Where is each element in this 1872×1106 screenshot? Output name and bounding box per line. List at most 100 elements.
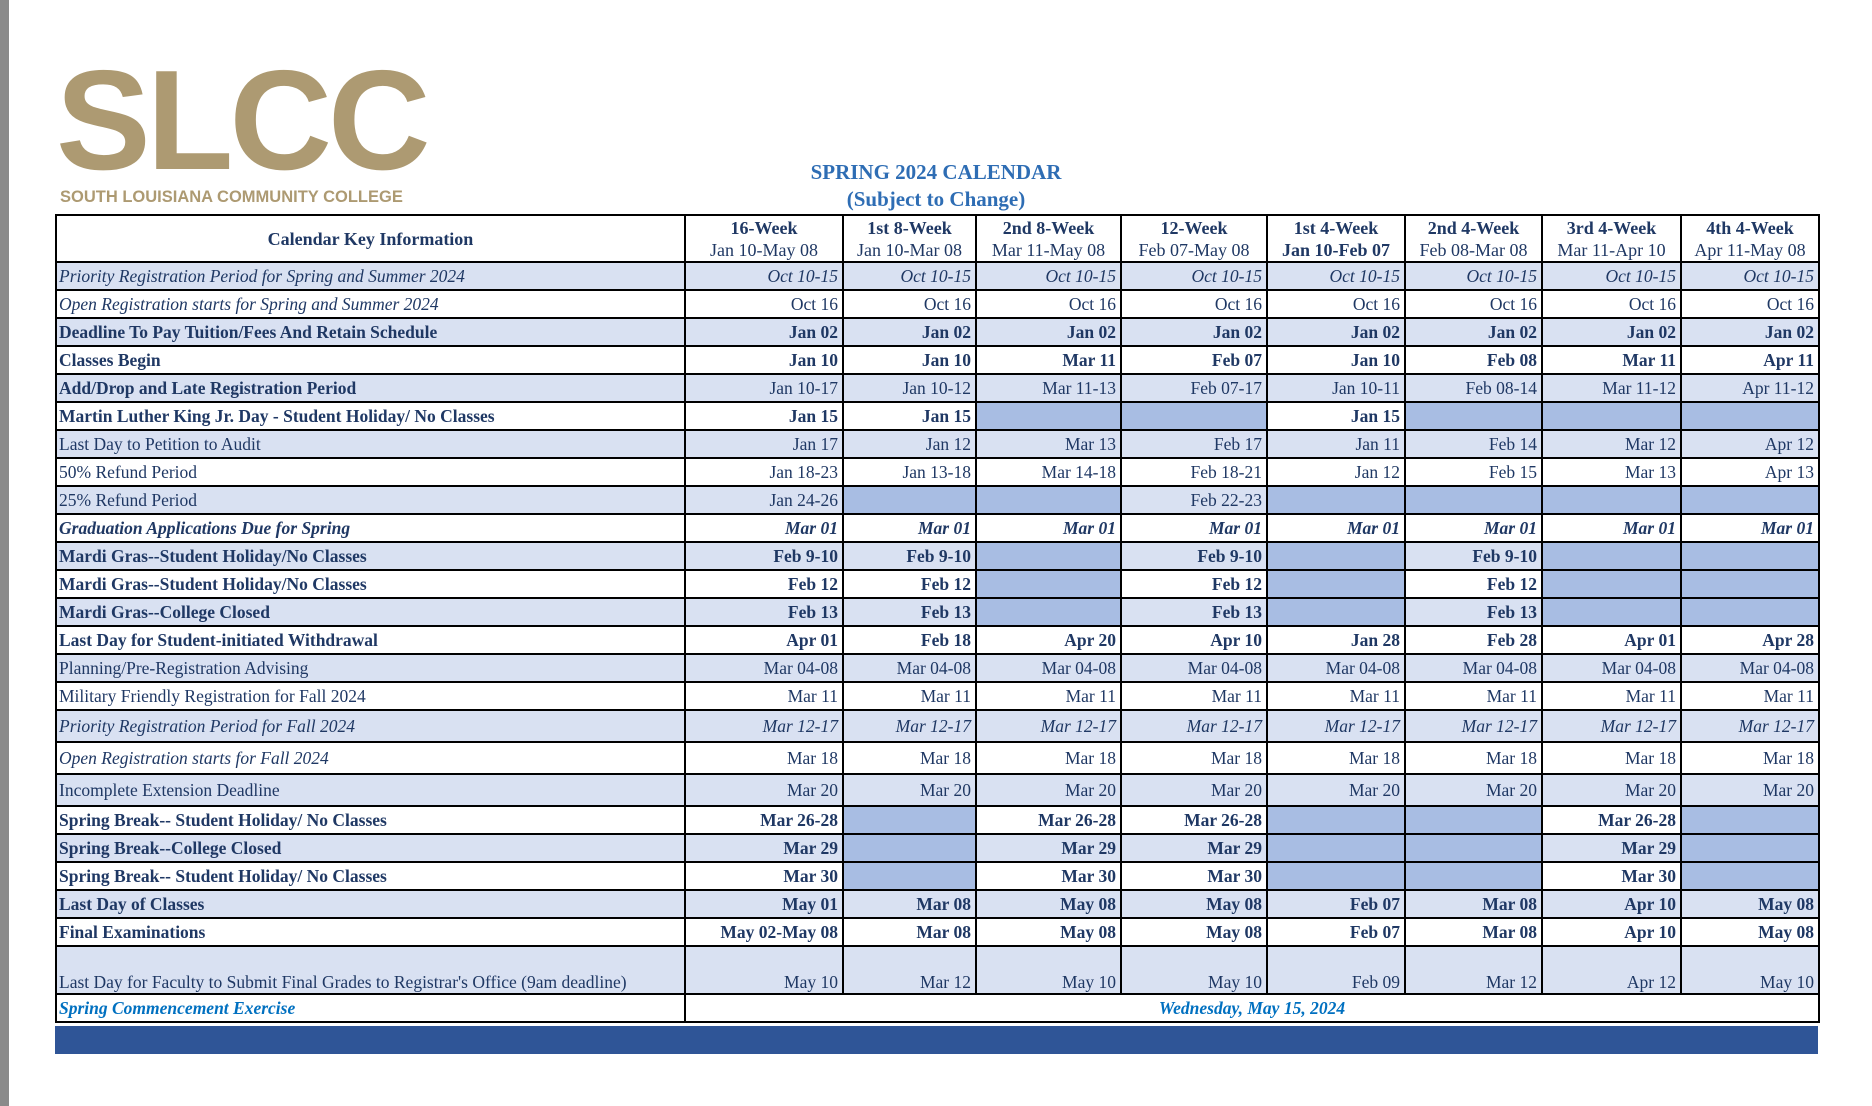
date-cell: Mar 08	[842, 889, 977, 919]
date-cell: Mar 29	[684, 833, 844, 863]
date-cell: Feb 09	[1266, 945, 1406, 995]
date-cell: May 10	[1680, 945, 1820, 995]
row-label: Last Day for Faculty to Submit Final Gra…	[55, 945, 686, 995]
row-label: Incomplete Extension Deadline	[55, 773, 686, 807]
date-cell: Apr 10	[1541, 889, 1682, 919]
date-cell: Apr 10	[1120, 625, 1268, 655]
date-cell: Jan 02	[975, 317, 1122, 347]
date-cell: Feb 12	[1120, 569, 1268, 599]
column-header: 4th 4-Week Apr 11-May 08	[1680, 214, 1820, 263]
date-cell: Mar 20	[975, 773, 1122, 807]
date-cell: Mar 18	[842, 741, 977, 775]
blank-cell	[975, 541, 1122, 571]
date-cell: Mar 30	[975, 861, 1122, 891]
blank-cell	[975, 485, 1122, 515]
date-cell: Apr 12	[1541, 945, 1682, 995]
date-cell: Feb 18-21	[1120, 457, 1268, 487]
row-label: 25% Refund Period	[55, 485, 686, 515]
date-cell: Mar 04-08	[684, 653, 844, 683]
table-row: 50% Refund Period Jan 18-23 Jan 13-18 Mar 1…	[55, 457, 1820, 487]
date-cell: Jan 28	[1266, 625, 1406, 655]
date-cell: Oct 16	[842, 289, 977, 319]
date-cell: Feb 15	[1404, 457, 1543, 487]
calendar-table: Calendar Key Information 16-Week Jan 10-Ma…	[55, 214, 1820, 1023]
table-row: Open Registration starts for Fall 2024 Ma…	[55, 741, 1820, 775]
row-label: Deadline To Pay Tuition/Fees And Retain …	[55, 317, 686, 347]
date-cell: Apr 20	[975, 625, 1122, 655]
date-cell: Mar 11	[1541, 681, 1682, 711]
date-cell: Mar 18	[684, 741, 844, 775]
date-cell: May 08	[1120, 889, 1268, 919]
date-cell: Oct 16	[1266, 289, 1406, 319]
date-cell: Oct 10-15	[1120, 261, 1268, 291]
date-cell: May 10	[975, 945, 1122, 995]
date-cell: Feb 18	[842, 625, 977, 655]
date-cell: Mar 26-28	[1120, 805, 1268, 835]
column-dates: Feb 08-Mar 08	[1419, 239, 1528, 260]
date-cell: Jan 02	[1680, 317, 1820, 347]
row-label: Priority Registration Period for Spring …	[55, 261, 686, 291]
date-cell: Mar 20	[842, 773, 977, 807]
date-cell: Feb 07	[1266, 889, 1406, 919]
blank-cell	[1404, 401, 1543, 431]
table-row: Graduation Applications Due for Spring Ma…	[55, 513, 1820, 543]
date-cell: Mar 01	[684, 513, 844, 543]
column-header: 1st 8-Week Jan 10-Mar 08	[842, 214, 977, 263]
date-cell: Oct 16	[1404, 289, 1543, 319]
table-row: Incomplete Extension Deadline Mar 20 Mar 2…	[55, 773, 1820, 807]
table-row: Mardi Gras--Student Holiday/No Classes Fe…	[55, 569, 1820, 599]
date-cell: Mar 01	[1680, 513, 1820, 543]
date-cell: Mar 20	[684, 773, 844, 807]
column-dates: Jan 10-Feb 07	[1282, 239, 1390, 260]
blank-cell	[1404, 833, 1543, 863]
date-cell: Jan 12	[1266, 457, 1406, 487]
column-header: 2nd 8-Week Mar 11-May 08	[975, 214, 1122, 263]
table-row: Last Day for Faculty to Submit Final Gra…	[55, 945, 1820, 995]
row-label: Open Registration starts for Spring and …	[55, 289, 686, 319]
table-row: Last Day to Petition to Audit Jan 17 Jan 1…	[55, 429, 1820, 459]
date-cell: Mar 13	[975, 429, 1122, 459]
date-cell: Feb 13	[842, 597, 977, 627]
header-row: Calendar Key Information 16-Week Jan 10-Ma…	[55, 214, 1820, 263]
date-cell: Mar 18	[1680, 741, 1820, 775]
date-cell: Jan 02	[1120, 317, 1268, 347]
date-cell: Mar 18	[1120, 741, 1268, 775]
date-cell: Mar 04-08	[975, 653, 1122, 683]
date-cell: Jan 02	[684, 317, 844, 347]
date-cell: Jan 15	[684, 401, 844, 431]
date-cell: Jan 02	[1266, 317, 1406, 347]
date-cell: Jan 02	[1404, 317, 1543, 347]
blank-cell	[1680, 541, 1820, 571]
table-row: Planning/Pre-Registration Advising Mar 04…	[55, 653, 1820, 683]
date-cell: Mar 30	[1541, 861, 1682, 891]
date-cell: May 01	[684, 889, 844, 919]
date-cell: Mar 18	[1266, 741, 1406, 775]
date-cell: Feb 12	[1404, 569, 1543, 599]
column-name: 2nd 4-Week	[1427, 217, 1520, 238]
key-header: Calendar Key Information	[55, 214, 686, 263]
row-label: Mardi Gras--College Closed	[55, 597, 686, 627]
column-name: 12-Week	[1160, 217, 1228, 238]
date-cell: Mar 30	[684, 861, 844, 891]
row-label: Graduation Applications Due for Spring	[55, 513, 686, 543]
column-name: 4th 4-Week	[1706, 217, 1794, 238]
table-row: Open Registration starts for Spring and …	[55, 289, 1820, 319]
date-cell: Feb 22-23	[1120, 485, 1268, 515]
date-cell: Oct 10-15	[684, 261, 844, 291]
blank-cell	[1266, 833, 1406, 863]
title: SPRING 2024 CALENDAR	[810, 160, 1062, 184]
row-label: Open Registration starts for Fall 2024	[55, 741, 686, 775]
date-cell: Oct 16	[1680, 289, 1820, 319]
blank-cell	[842, 861, 977, 891]
table-row: Military Friendly Registration for Fall …	[55, 681, 1820, 711]
date-cell: Mar 11	[1404, 681, 1543, 711]
date-cell: Mar 20	[1680, 773, 1820, 807]
date-cell: Mar 12-17	[1404, 709, 1543, 743]
column-dates: Mar 11-May 08	[991, 239, 1106, 260]
row-label: 50% Refund Period	[55, 457, 686, 487]
date-cell: Mar 01	[1266, 513, 1406, 543]
column-header: 2nd 4-Week Feb 08-Mar 08	[1404, 214, 1543, 263]
blank-cell	[1680, 401, 1820, 431]
date-cell: May 10	[684, 945, 844, 995]
date-cell: Mar 11	[684, 681, 844, 711]
